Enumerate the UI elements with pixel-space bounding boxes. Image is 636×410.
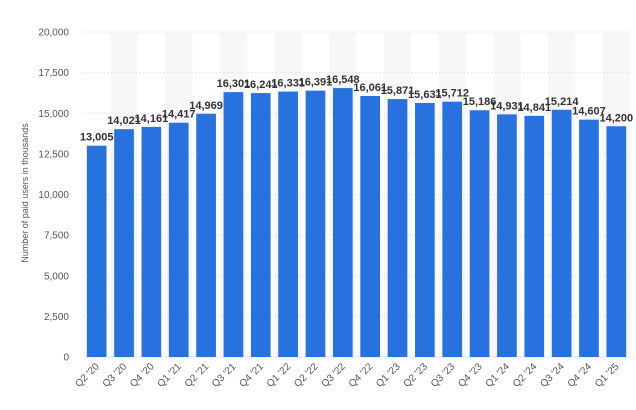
bar (606, 126, 627, 357)
bars (86, 88, 627, 358)
bar (278, 91, 298, 357)
x-tick-label: Q2 '21 (183, 361, 212, 390)
data-label: 16,301 (217, 78, 251, 90)
x-tick-label: Q4 '21 (238, 361, 267, 390)
y-tick-label: 20,000 (38, 28, 69, 39)
bar (579, 119, 599, 357)
x-tick-label: Q3 '22 (320, 361, 349, 390)
data-label: 16,061 (353, 82, 387, 94)
data-label: 13,005 (80, 132, 114, 144)
x-tick-label: Q2 '24 (511, 361, 540, 390)
x-tick-label: Q1 '24 (484, 361, 513, 390)
y-tick-label: 0 (63, 353, 69, 364)
x-tick-label: Q3 '20 (101, 361, 130, 390)
bar (141, 126, 162, 357)
y-tick-label: 10,000 (38, 190, 69, 201)
x-tick-label: Q3 '21 (210, 361, 239, 390)
bar (469, 110, 490, 357)
x-tick-label: Q1 '23 (374, 361, 403, 390)
data-label: 16,548 (326, 74, 360, 86)
data-label: 14,200 (599, 112, 633, 124)
data-label: 14,841 (517, 102, 551, 114)
data-label: 14,969 (189, 100, 223, 112)
bar (168, 122, 189, 357)
data-label: 14,417 (162, 109, 196, 121)
x-tick-label: Q4 '22 (347, 361, 376, 390)
x-tick-label: Q4 '23 (456, 361, 485, 390)
bar (524, 115, 545, 358)
x-tick-label: Q2 '22 (292, 361, 321, 390)
x-tick-label: Q1 '21 (155, 361, 184, 390)
bar (223, 92, 244, 357)
bar (305, 90, 326, 358)
x-tick-label: Q4 '24 (566, 361, 595, 390)
bar (250, 93, 271, 358)
data-label: 16,391 (299, 77, 333, 89)
bar (415, 102, 435, 357)
y-axis-title: Number of paid users in thousands (20, 123, 30, 263)
bar (86, 145, 107, 357)
x-tick-label: Q1 '22 (265, 361, 294, 390)
data-label: 15,871 (381, 85, 415, 97)
x-tick-label: Q4 '20 (128, 361, 157, 390)
y-tick-label: 12,500 (38, 149, 69, 160)
y-tick-label: 15,000 (38, 109, 69, 120)
x-tick-label: Q2 '23 (402, 361, 431, 390)
bar (196, 113, 216, 357)
y-tick-label: 5,000 (44, 271, 69, 282)
x-tick-label: Q3 '24 (538, 361, 567, 390)
y-tick-label: 2,500 (44, 312, 69, 323)
bar (332, 88, 353, 357)
data-label: 15,631 (408, 89, 442, 101)
bar (387, 99, 408, 357)
bar (114, 129, 134, 357)
y-tick-label: 17,500 (38, 68, 69, 79)
x-tick-label: Q1 '25 (593, 361, 622, 390)
x-tick-label: Q2 '20 (73, 361, 102, 390)
bar (442, 101, 463, 358)
y-axis-ticks: 0 2,500 5,000 7,500 10,000 12,500 15,000 17,500… (38, 28, 69, 364)
x-tick-label: Q3 '23 (429, 361, 458, 390)
data-label: 14,931 (490, 100, 524, 112)
data-label: 15,214 (545, 96, 580, 108)
data-label: 14,607 (572, 106, 606, 118)
bar (551, 109, 572, 358)
data-label: 15,712 (435, 88, 469, 100)
bar (497, 114, 517, 357)
data-label: 15,186 (463, 96, 497, 108)
y-tick-label: 7,500 (44, 231, 69, 242)
data-label: 14,021 (107, 115, 141, 127)
data-label: 16,331 (271, 78, 305, 90)
data-label: 16,241 (244, 79, 278, 91)
data-label: 14,161 (135, 113, 169, 125)
bar (360, 96, 381, 357)
